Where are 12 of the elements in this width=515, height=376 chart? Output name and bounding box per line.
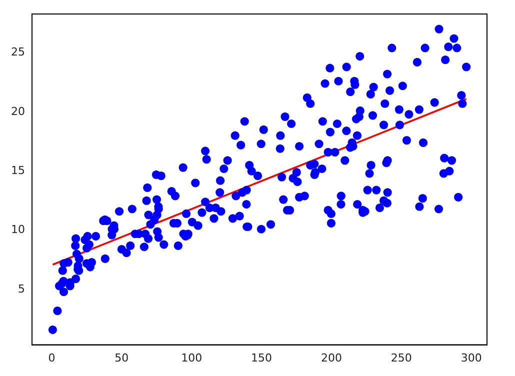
y-tick-label: 15: [10, 164, 25, 177]
y-tick-label: 25: [10, 46, 25, 59]
x-tick-label: 250: [390, 351, 412, 364]
x-tick-label: 150: [251, 351, 272, 364]
y-tick-label: 5: [18, 282, 25, 296]
x-tick-label: 200: [320, 351, 342, 364]
x-tick-label: 300: [460, 351, 482, 364]
x-tick-label: 0: [48, 351, 56, 364]
y-tick-label: 20: [10, 104, 25, 118]
x-tick-label: 100: [181, 351, 202, 364]
y-tick-label: 10: [10, 223, 25, 236]
x-tick-label: 50: [114, 351, 129, 364]
